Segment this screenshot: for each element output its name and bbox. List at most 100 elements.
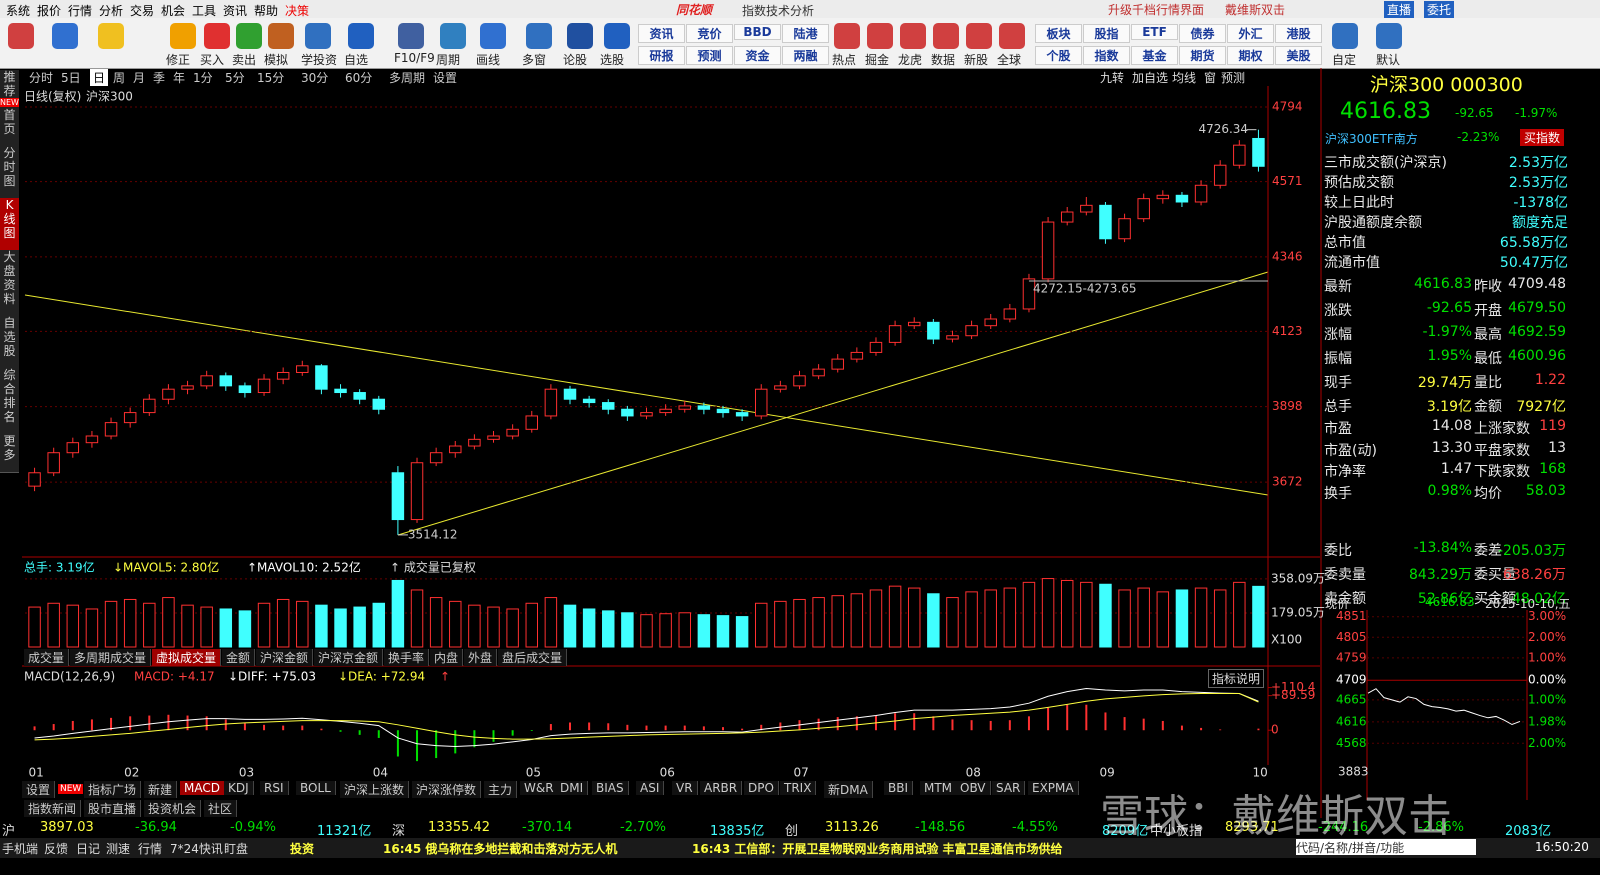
tool-button[interactable]: 默认	[1376, 53, 1401, 67]
grid-button[interactable]: 竞价	[686, 24, 733, 43]
tool-button[interactable]: 论股	[563, 53, 588, 67]
menu-item[interactable]: 决策	[285, 4, 310, 18]
indicator-tab[interactable]: BBI	[884, 781, 914, 795]
volume-tab[interactable]: 沪深京金额	[314, 649, 384, 666]
volume-tab[interactable]: 多周期成交量	[70, 649, 152, 666]
side-tab[interactable]: 首页	[0, 108, 19, 147]
side-tab[interactable]: 自选股	[0, 316, 19, 369]
grid-button[interactable]: 陆港	[782, 24, 829, 43]
buy-button[interactable]: 买指数	[1520, 129, 1565, 146]
indicator-tab[interactable]: RSI	[260, 781, 289, 795]
grid-button[interactable]: 资金	[734, 46, 781, 65]
volume-tab[interactable]: 盘后成交量	[498, 649, 568, 666]
indicator-tab[interactable]: MTM	[920, 781, 958, 795]
indicator-tab[interactable]: ARBR	[700, 781, 743, 795]
status-invest[interactable]: 投资	[290, 842, 315, 856]
period-tab[interactable]: 分时	[29, 71, 54, 85]
tool-button[interactable]: 自选	[344, 53, 369, 67]
status-news[interactable]: 16:45 俄乌称在多地拦截和击落对方无人机	[383, 842, 618, 856]
tool-button[interactable]: 选股	[600, 53, 625, 67]
grid-button[interactable]: 美股	[1275, 46, 1322, 65]
tool-button[interactable]: 龙虎	[898, 53, 923, 67]
indicator-tab[interactable]: 指标广场	[84, 781, 142, 798]
indicator-tab[interactable]: 主力	[484, 781, 518, 798]
menu-item[interactable]: 资讯	[223, 4, 248, 18]
indicator-tab[interactable]: 设置	[22, 781, 56, 798]
tool-button[interactable]: 卖出	[232, 53, 257, 67]
indicator-tab[interactable]: KDJ	[224, 781, 254, 795]
status-item[interactable]: 手机端	[2, 842, 39, 856]
indicator-tab[interactable]: EXPMA	[1028, 781, 1079, 795]
indicator-tab[interactable]: DPO	[744, 781, 779, 795]
period-tab[interactable]: 5分	[225, 71, 245, 85]
tool-button[interactable]: 全球	[997, 53, 1022, 67]
grid-button[interactable]: 预测	[686, 46, 733, 65]
menu-item[interactable]: 分析	[99, 4, 124, 18]
tool-button[interactable]: 模拟	[264, 53, 289, 67]
side-tab[interactable]: K线图	[0, 198, 19, 251]
tool-button[interactable]: F10/F9	[394, 51, 435, 65]
volume-tab[interactable]: 虚拟成交量	[152, 649, 222, 666]
volume-tab[interactable]: 内盘	[430, 649, 464, 666]
indicator-tab[interactable]: VR	[672, 781, 698, 795]
grid-button[interactable]: 资讯	[638, 24, 685, 43]
period-tab[interactable]: 60分	[345, 71, 373, 85]
menu-item[interactable]: 系统	[6, 4, 31, 18]
volume-tab[interactable]: 沪深金额	[256, 649, 314, 666]
tool-button[interactable]: 掘金	[865, 53, 890, 67]
side-tab[interactable]: 大盘资料	[0, 250, 19, 317]
grid-button[interactable]: 外汇	[1227, 24, 1274, 43]
indicator-tab[interactable]: TRIX	[780, 781, 817, 795]
grid-button[interactable]: 债券	[1179, 24, 1226, 43]
grid-button[interactable]: BBD	[734, 24, 781, 40]
news-tab[interactable]: 股市直播	[84, 800, 142, 817]
volume-tab[interactable]: 外盘	[464, 649, 498, 666]
period-tab[interactable]: 1分	[193, 71, 213, 85]
period-tab[interactable]: 年	[173, 71, 186, 85]
tool-button[interactable]: 自定	[1332, 53, 1357, 67]
tool-button[interactable]: 热点	[832, 53, 857, 67]
grid-button[interactable]: 个股	[1035, 46, 1082, 65]
period-tab[interactable]: 5日	[61, 71, 81, 85]
tool-button[interactable]: 学投资	[301, 53, 338, 67]
status-item[interactable]: 盯盘	[224, 842, 249, 856]
top-link[interactable]: 戴维斯双击	[1225, 3, 1286, 17]
period-tab[interactable]: 周	[113, 71, 126, 85]
indicator-tab[interactable]: 新建	[144, 781, 178, 798]
news-tab[interactable]: 投资机会	[144, 800, 202, 817]
news-tab[interactable]: 社区	[204, 800, 238, 817]
indicator-tab[interactable]: W&R	[520, 781, 559, 795]
grid-button[interactable]: 股指	[1083, 24, 1130, 43]
period-tab[interactable]: 日	[90, 69, 109, 86]
tool-button[interactable]: 修正	[166, 53, 191, 67]
grid-button[interactable]: 指数	[1083, 46, 1130, 65]
chart-tool[interactable]: 预测	[1221, 71, 1246, 85]
period-tab[interactable]: 15分	[257, 71, 285, 85]
indicator-tab[interactable]: BIAS	[592, 781, 629, 795]
chart-tool[interactable]: 九转	[1100, 71, 1125, 85]
menu-item[interactable]: 机会	[161, 4, 186, 18]
chart-tool[interactable]: 窗	[1204, 71, 1217, 85]
indicator-tab[interactable]: MACD	[180, 781, 225, 795]
status-news[interactable]: 16:43 工信部：开展卫星物联网业务商用试验 丰富卫星通信市场供给	[692, 842, 1063, 856]
tool-button[interactable]: 画线	[476, 53, 501, 67]
status-item[interactable]: 反馈	[44, 842, 69, 856]
status-item[interactable]: 日记	[76, 842, 101, 856]
grid-button[interactable]: 港股	[1275, 24, 1322, 43]
search-box[interactable]: 代码/名称/拼音/功能	[1296, 839, 1476, 855]
indicator-tab[interactable]: OBV	[956, 781, 991, 795]
chart-tool[interactable]: 均线	[1172, 71, 1197, 85]
side-tab[interactable]: 更多	[0, 434, 19, 473]
side-tab[interactable]: 分时图	[0, 146, 19, 199]
top-link[interactable]: 委托	[1424, 1, 1455, 18]
indicator-tab[interactable]: ASI	[636, 781, 665, 795]
period-tab[interactable]: 多周期	[389, 71, 426, 85]
indicator-tab[interactable]: 沪深上涨数	[340, 781, 410, 798]
top-link[interactable]: 直播	[1384, 1, 1415, 18]
indicator-tab[interactable]: BOLL	[296, 781, 336, 795]
period-tab[interactable]: 设置	[433, 71, 458, 85]
period-tab[interactable]: 月	[133, 71, 146, 85]
grid-button[interactable]: 期权	[1227, 46, 1274, 65]
volume-tab[interactable]: 金额	[222, 649, 256, 666]
side-tab[interactable]: 综合排名	[0, 368, 19, 435]
